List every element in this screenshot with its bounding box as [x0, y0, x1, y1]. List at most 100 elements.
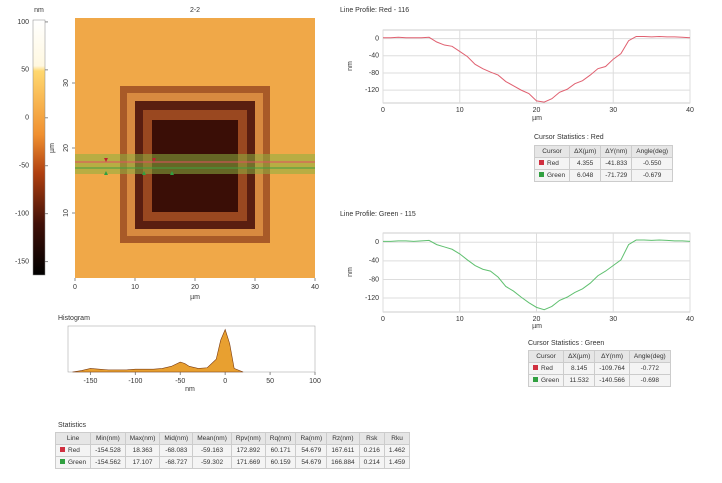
table-cell: 54.679: [295, 456, 328, 469]
swatch: [539, 160, 544, 165]
table-cell: -68.083: [159, 444, 194, 457]
cell-text: 4.355: [577, 160, 594, 167]
cell-text: Red: [541, 365, 553, 372]
cell-text: Angle(deg): [636, 148, 669, 155]
cell-text: 60.159: [270, 459, 291, 466]
x-tick-label: 20: [191, 284, 199, 291]
cell-text: 0.214: [363, 459, 380, 466]
table-cell: Angle(deg): [628, 350, 671, 363]
table-cell: -68.727: [159, 456, 194, 469]
x-tick-label: 20: [533, 316, 541, 323]
x-tick-label: 0: [381, 107, 385, 114]
cell-text: 167.611: [331, 447, 355, 454]
y-tick-label: -80: [369, 70, 379, 77]
x-tick-label: 40: [311, 284, 319, 291]
cell-text: 17.107: [132, 459, 153, 466]
cell-text: -154.528: [95, 447, 121, 454]
table-cell: ΔY(nm): [600, 145, 633, 158]
colorbar: [32, 19, 46, 276]
cell-text: 1.459: [388, 459, 406, 466]
table-row: Red -154.528 18.363 -68.083 -59.163 172.892 60…: [54, 444, 411, 457]
table-cell: 11.532: [563, 374, 596, 387]
x-tick-label: 0: [73, 284, 77, 291]
cell-text: -0.772: [640, 365, 660, 372]
table-cell: Cursor: [527, 350, 565, 363]
cell-text: -109.764: [599, 365, 625, 372]
cell-text: Angle(deg): [633, 353, 666, 360]
table-cell: Red: [527, 362, 565, 375]
table: Cursor ΔX(µm) ΔY(nm) Angle(deg) Red 8.145 -109…: [527, 350, 671, 387]
cell-text: ΔY(nm): [601, 353, 624, 360]
cell-text: Green: [541, 377, 560, 384]
cell-text: -68.727: [165, 459, 188, 466]
cell-text: Green: [547, 172, 566, 179]
table-cell: Cursor: [533, 145, 571, 158]
table-cell: Line: [54, 432, 92, 445]
y-tick-label: 30: [63, 79, 70, 87]
cell-text: 6.048: [577, 172, 594, 179]
cell-text: Red: [547, 160, 559, 167]
table-cell: 60.159: [264, 456, 297, 469]
table-row: Green -154.562 17.107 -68.727 -59.302 171.669…: [54, 456, 411, 469]
table-cell: Rz(nm): [326, 432, 360, 445]
cell-text: -154.562: [95, 459, 121, 466]
x-tick-label: -100: [128, 378, 142, 385]
y-tick-label: -150: [15, 258, 29, 265]
x-label: nm: [185, 386, 195, 393]
cell-text: ΔY(nm): [605, 148, 628, 155]
table-cell: ΔY(nm): [594, 350, 630, 363]
table-cell: -71.729: [600, 169, 633, 182]
table-cell: -0.679: [631, 169, 674, 182]
x-tick-label: 40: [686, 316, 694, 323]
y-tick-label: -80: [369, 276, 379, 283]
x-tick-label: 20: [533, 107, 541, 114]
cell-text: -140.566: [599, 377, 625, 384]
table-row: Green 11.532 -140.566 -0.698: [527, 374, 671, 387]
x-tick-label: 0: [381, 316, 385, 323]
table-title: Statistics: [58, 422, 87, 429]
cell-text: Ra(nm): [300, 435, 323, 442]
y-tick-label: 0: [25, 115, 29, 122]
profile-line: [383, 35, 691, 103]
swatch: [60, 459, 65, 464]
table-cell: 172.892: [230, 444, 266, 457]
y-tick-label: 0: [375, 239, 379, 246]
y-tick-label: 0: [375, 35, 379, 42]
histogram-title: Histogram: [58, 315, 90, 322]
x-tick-label: 50: [266, 378, 274, 385]
cell-text: 18.363: [132, 447, 153, 454]
x-tick-label: -150: [83, 378, 97, 385]
table-cell: -109.764: [594, 362, 630, 375]
table-cell: 6.048: [569, 169, 602, 182]
cell-text: Cursor: [542, 148, 562, 155]
profile-line: [383, 239, 691, 311]
cell-text: Rku: [391, 435, 403, 442]
cell-text: Mid(nm): [164, 435, 189, 442]
table-cell: -0.550: [631, 157, 674, 170]
table-cell: 18.363: [124, 444, 161, 457]
table-cell: -0.772: [628, 362, 671, 375]
x-label: µm: [532, 115, 542, 122]
table: Cursor ΔX(µm) ΔY(nm) Angle(deg) Red 4.355 -41.…: [533, 145, 674, 182]
swatch: [539, 172, 544, 177]
y-label: nm: [347, 267, 354, 277]
swatch: [533, 365, 538, 370]
table-cell: Green: [533, 169, 571, 182]
cell-text: Line: [66, 435, 80, 442]
table-cell: -140.566: [594, 374, 630, 387]
table-cell: Max(nm): [124, 432, 161, 445]
y-tick-label: 20: [63, 144, 70, 152]
table-cell: -59.163: [192, 444, 232, 457]
cell-text: -59.163: [201, 447, 224, 454]
afm-image: [75, 18, 315, 278]
table-cell: 54.679: [295, 444, 328, 457]
table-cell: 0.214: [358, 456, 385, 469]
cell-text: 54.679: [301, 447, 322, 454]
table-cell: Mean(nm): [192, 432, 232, 445]
table-row: Cursor ΔX(µm) ΔY(nm) Angle(deg): [533, 145, 674, 158]
table-cell: ΔX(µm): [569, 145, 602, 158]
x-tick-label: -50: [175, 378, 185, 385]
y-tick-label: 100: [17, 19, 29, 26]
